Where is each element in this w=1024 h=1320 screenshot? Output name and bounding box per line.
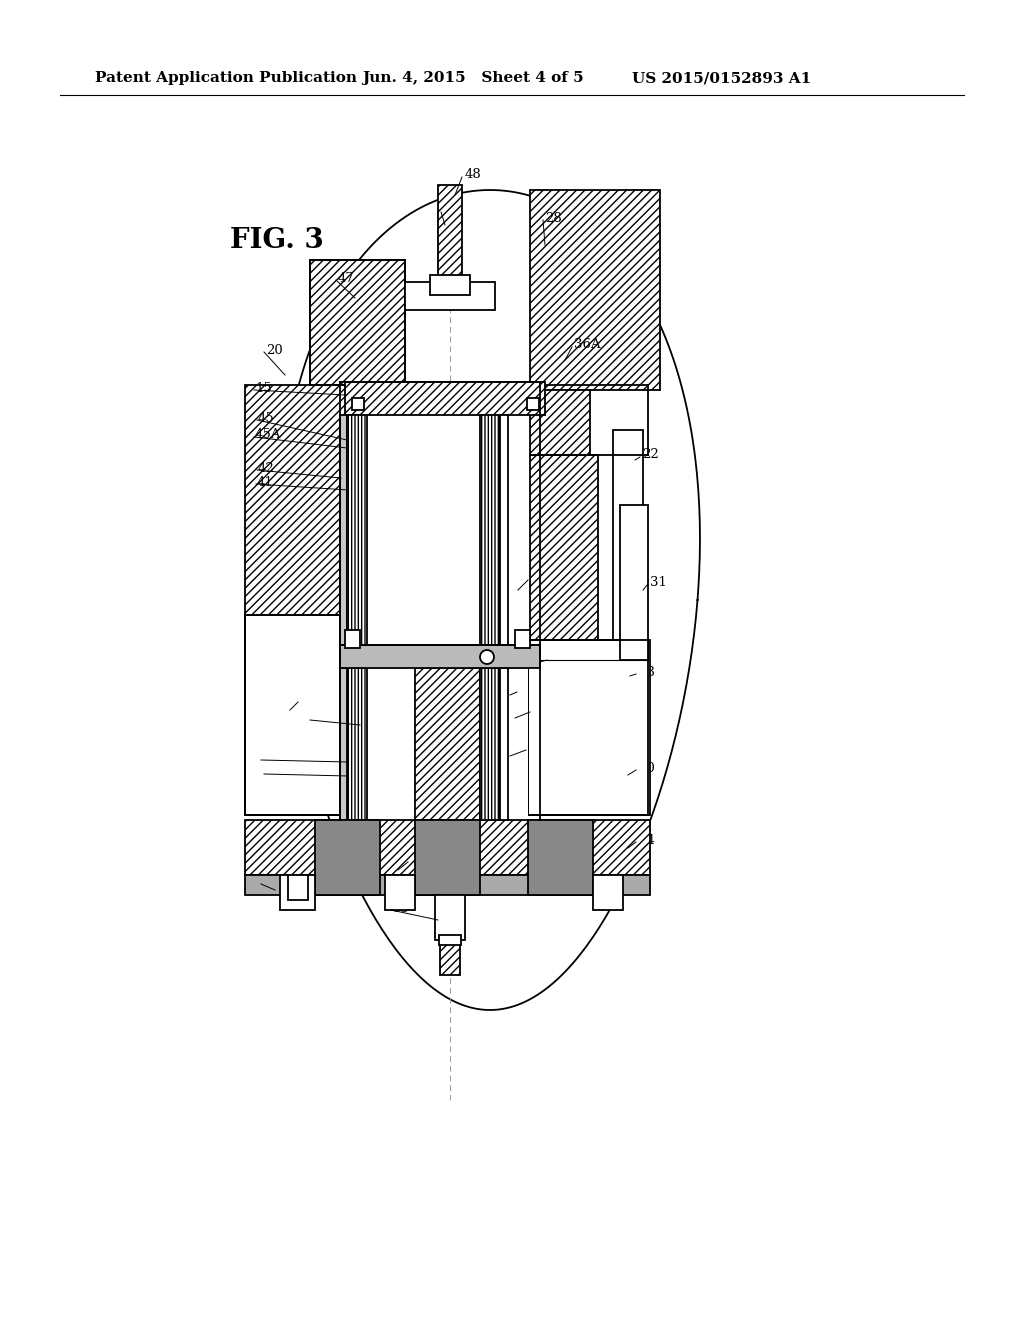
- Text: 22: 22: [642, 449, 658, 462]
- Bar: [530, 190, 660, 389]
- Bar: [245, 875, 650, 895]
- Bar: [340, 668, 347, 820]
- Bar: [245, 820, 650, 875]
- Bar: [367, 414, 415, 645]
- Bar: [515, 630, 530, 648]
- Bar: [530, 455, 598, 640]
- Text: 15: 15: [255, 381, 271, 395]
- Bar: [528, 820, 593, 895]
- Bar: [245, 385, 406, 615]
- Bar: [315, 820, 380, 895]
- Bar: [347, 414, 367, 645]
- Bar: [440, 940, 460, 975]
- Text: 44: 44: [265, 766, 282, 779]
- Text: 52: 52: [392, 513, 409, 527]
- Text: Jun. 4, 2015   Sheet 4 of 5: Jun. 4, 2015 Sheet 4 of 5: [362, 71, 584, 84]
- Bar: [415, 820, 480, 895]
- Text: 53: 53: [393, 902, 410, 915]
- Text: 41: 41: [456, 513, 473, 527]
- Text: 47: 47: [338, 272, 355, 285]
- Text: 48: 48: [465, 169, 481, 181]
- Text: 44A: 44A: [262, 751, 289, 764]
- Text: 45: 45: [258, 412, 274, 425]
- Bar: [352, 399, 364, 411]
- Circle shape: [480, 649, 494, 664]
- Bar: [347, 668, 367, 820]
- Bar: [613, 430, 643, 640]
- Text: US 2015/0152893 A1: US 2015/0152893 A1: [632, 71, 811, 84]
- Text: 51: 51: [312, 711, 329, 725]
- Bar: [500, 668, 508, 820]
- Text: 37: 37: [410, 854, 427, 866]
- Text: 12: 12: [443, 203, 460, 216]
- Text: 31: 31: [650, 576, 667, 589]
- Bar: [620, 506, 648, 660]
- Text: 34: 34: [638, 833, 655, 846]
- Text: 50: 50: [300, 693, 316, 706]
- Bar: [385, 875, 415, 909]
- Bar: [430, 275, 470, 294]
- Text: 36A: 36A: [574, 338, 601, 351]
- Text: FIG. 3: FIG. 3: [230, 227, 324, 253]
- Text: 30: 30: [638, 762, 655, 775]
- Bar: [528, 640, 650, 814]
- Text: 10A: 10A: [549, 652, 575, 664]
- Text: 28: 28: [545, 211, 562, 224]
- Text: 45A: 45A: [255, 429, 282, 441]
- Text: 56: 56: [519, 684, 536, 697]
- Bar: [438, 185, 462, 280]
- Bar: [367, 414, 480, 645]
- Bar: [288, 875, 308, 900]
- Text: 39: 39: [262, 875, 279, 888]
- Bar: [508, 668, 528, 820]
- Bar: [500, 414, 508, 645]
- Bar: [310, 260, 406, 385]
- Bar: [406, 282, 495, 310]
- Bar: [480, 414, 500, 645]
- Bar: [340, 645, 540, 668]
- Bar: [367, 668, 415, 820]
- Bar: [439, 935, 461, 945]
- Bar: [245, 615, 340, 814]
- Text: 29: 29: [532, 704, 549, 717]
- Bar: [345, 630, 360, 648]
- Bar: [415, 668, 480, 820]
- Text: 41: 41: [257, 475, 273, 488]
- Bar: [340, 414, 347, 645]
- Text: 42: 42: [258, 462, 274, 474]
- Bar: [345, 381, 545, 414]
- Text: 33: 33: [638, 665, 655, 678]
- Bar: [480, 668, 500, 820]
- Text: 38: 38: [530, 572, 547, 585]
- Bar: [527, 399, 539, 411]
- Bar: [435, 895, 465, 940]
- Text: 35: 35: [528, 742, 545, 755]
- Text: Patent Application Publication: Patent Application Publication: [95, 71, 357, 84]
- Bar: [530, 389, 590, 455]
- Bar: [280, 875, 315, 909]
- Text: 20: 20: [266, 343, 283, 356]
- Bar: [593, 875, 623, 909]
